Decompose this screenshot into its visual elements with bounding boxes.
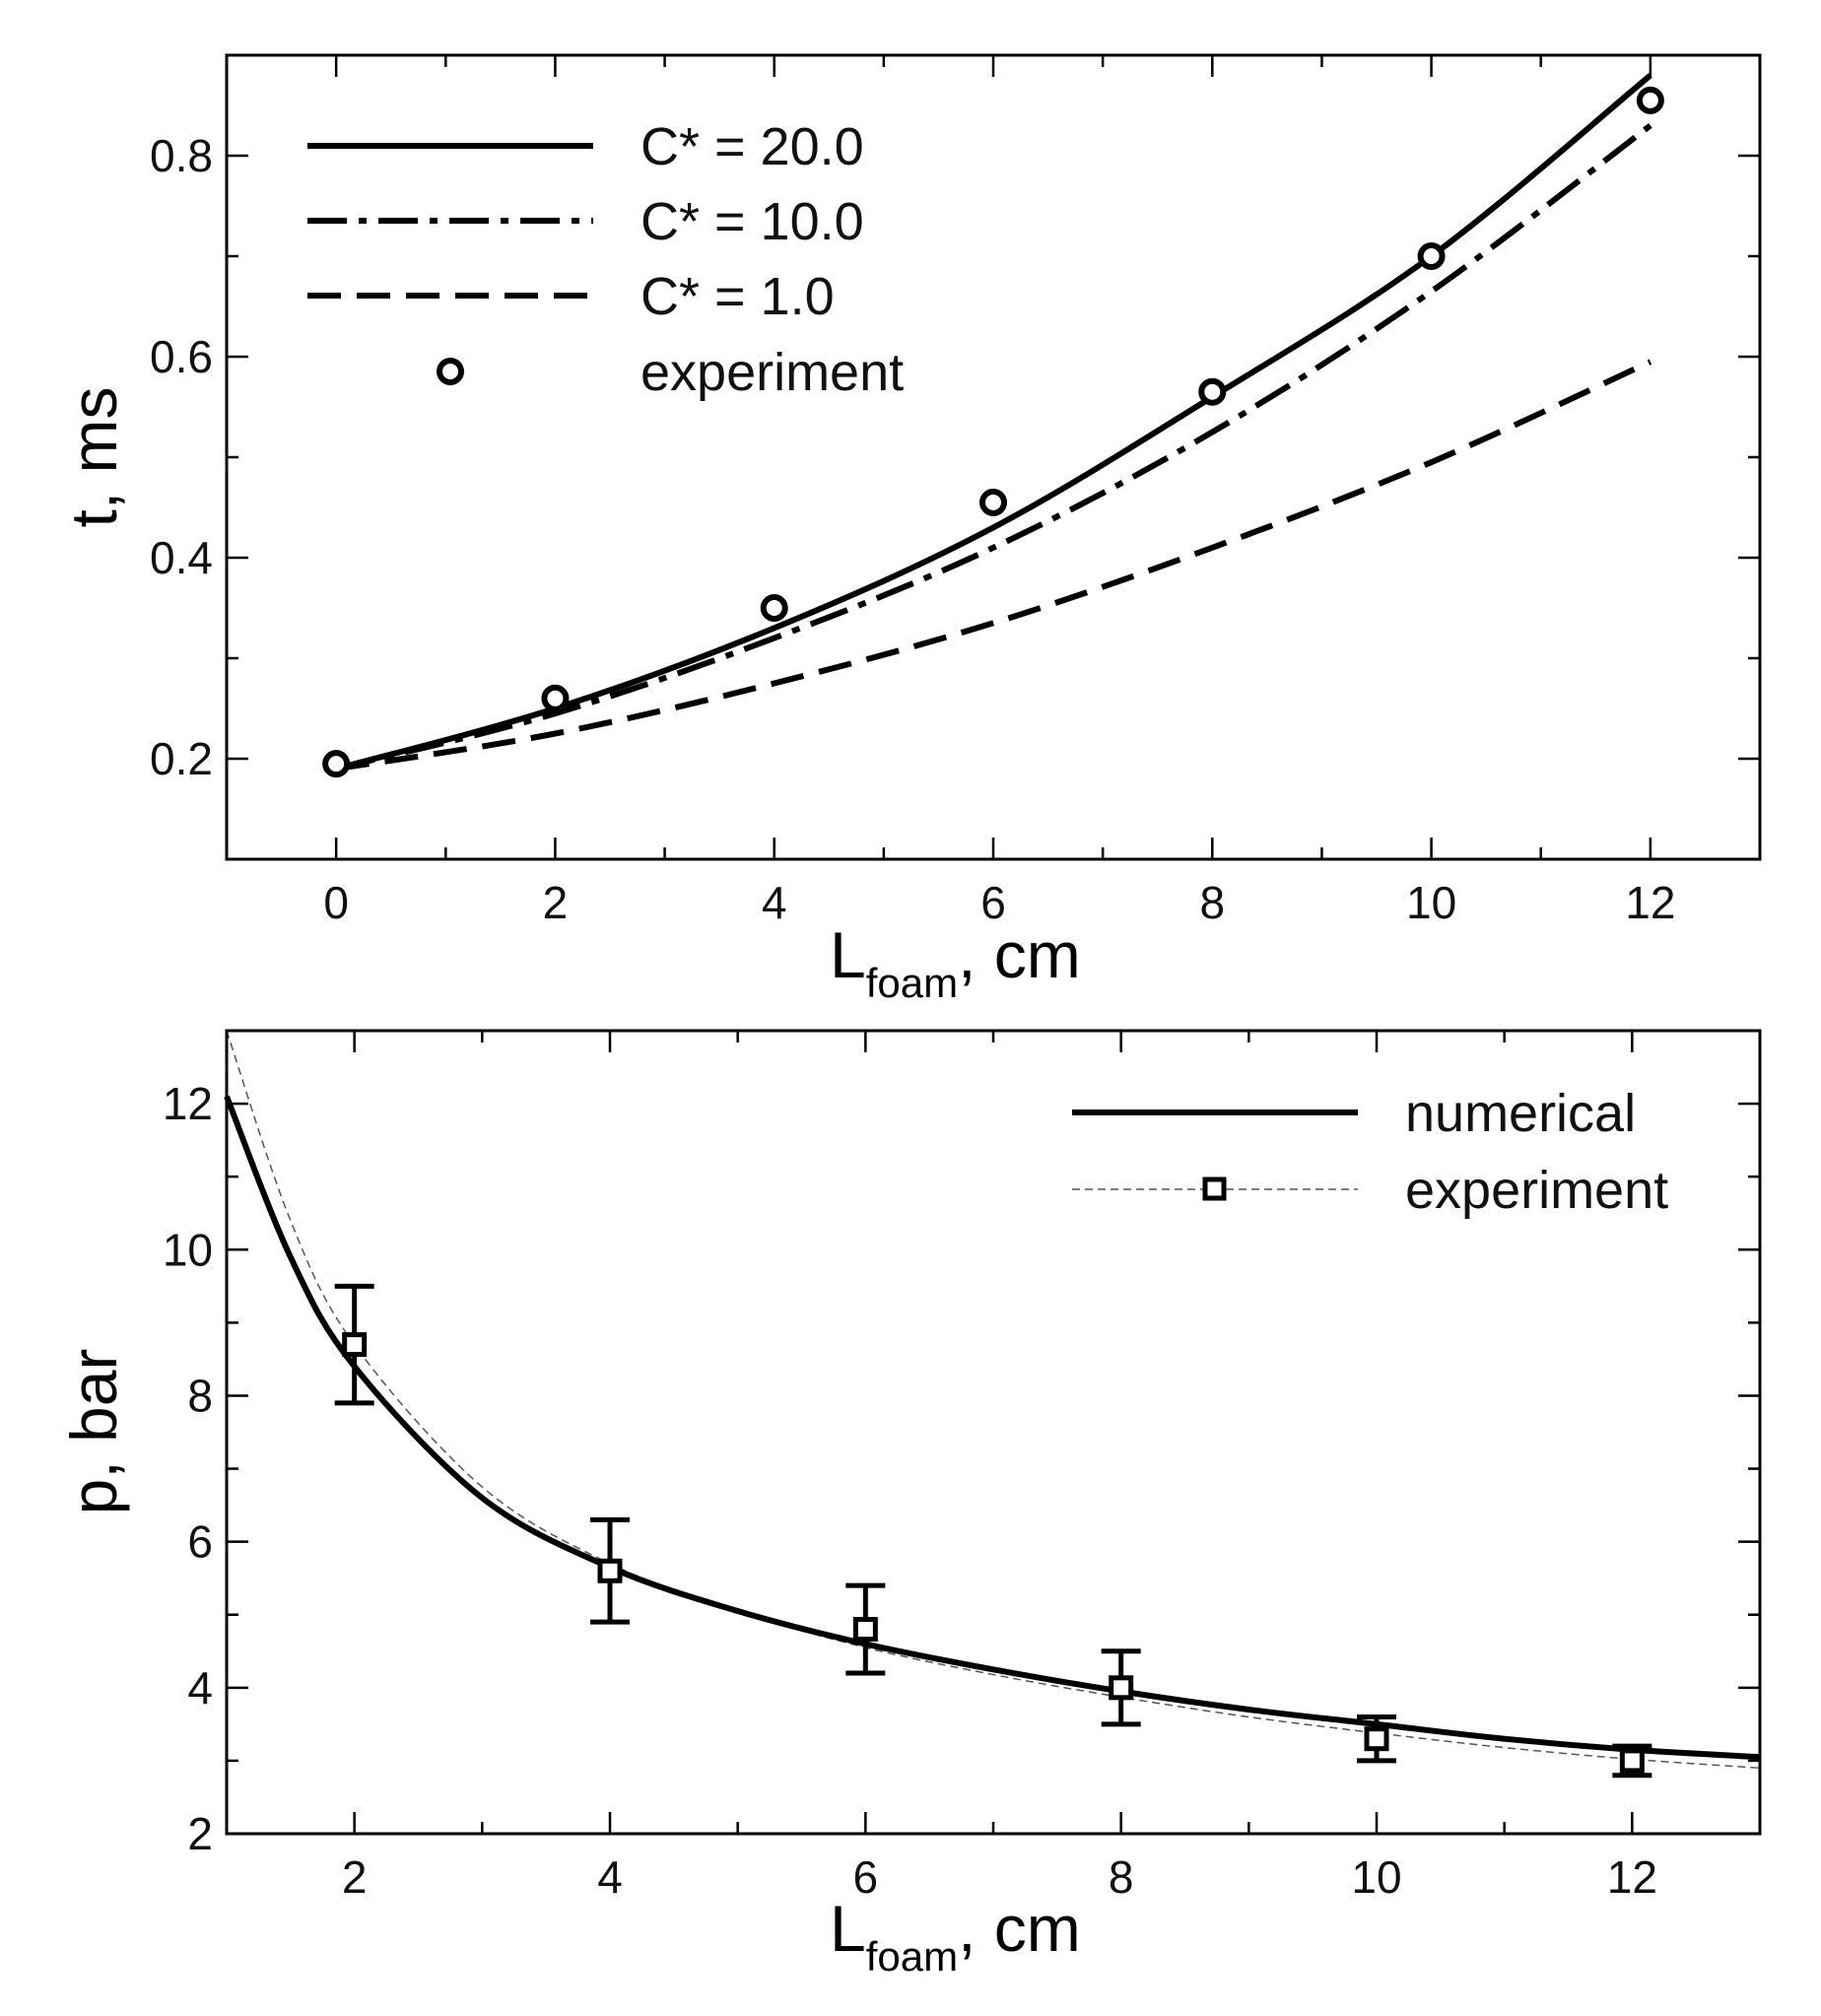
top-x-axis-title: Lfoam, cm <box>830 918 1081 1006</box>
bottom-x-axis-title-main: L <box>830 1892 866 1965</box>
bottom-tick-labels: 2 4 6 8 10 12 2 4 6 8 10 12 <box>163 1078 1657 1903</box>
bottom-y-axis-title: p, bar <box>57 1349 130 1515</box>
top-x-axis-title-subscript: foam <box>866 960 958 1006</box>
top-chart-panel: 0 2 4 6 8 10 12 0.2 0.4 0.6 0.8 t, ms Lfoam, cm C*… <box>57 53 1762 1006</box>
experiment-square-point <box>597 1558 623 1583</box>
bottom-chart-panel: 2 4 6 8 10 12 2 4 6 8 10 12 p, bar Lfoam, cm numeri… <box>57 1029 1762 1980</box>
top-x-axis-title-main: L <box>830 918 866 991</box>
top-tick-labels: 0 2 4 6 8 10 12 0.2 0.4 0.6 0.8 <box>150 130 1675 928</box>
bottom-x-tick-label: 6 <box>853 1851 879 1903</box>
bottom-y-tick-label: 8 <box>187 1370 213 1421</box>
bottom-x-axis-title-subscript: foam <box>866 1933 958 1980</box>
top-y-tick-label: 0.4 <box>150 532 213 583</box>
bottom-x-axis-title: Lfoam, cm <box>830 1892 1081 1980</box>
top-y-tick-label: 0.2 <box>150 733 213 784</box>
bottom-x-tick-label: 2 <box>342 1851 368 1903</box>
bottom-x-tick-label: 4 <box>597 1851 623 1903</box>
top-x-tick-label: 0 <box>323 877 349 928</box>
bottom-x-tick-label: 12 <box>1607 1851 1657 1903</box>
top-x-tick-label: 12 <box>1625 877 1675 928</box>
top-x-tick-label: 6 <box>980 877 1006 928</box>
top-x-axis-title-suffix: , cm <box>958 918 1081 991</box>
experiment-point <box>322 750 351 778</box>
series-c20-line <box>335 73 1652 773</box>
experiment-square-point <box>1364 1726 1389 1752</box>
series-c10-line <box>335 123 1652 773</box>
bottom-x-axis-title-suffix: , cm <box>958 1892 1081 1965</box>
legend-label-c10: C* = 10.0 <box>641 192 864 251</box>
top-x-tick-label: 8 <box>1199 877 1225 928</box>
bottom-x-tick-label: 10 <box>1351 1851 1401 1903</box>
bottom-y-tick-label: 2 <box>187 1808 213 1859</box>
legend-label-experiment-bottom: experiment <box>1405 1161 1668 1220</box>
bottom-y-tick-label: 4 <box>187 1662 213 1714</box>
experiment-point <box>541 684 570 712</box>
top-legend: C* = 20.0 C* = 10.0 C* = 1.0 experiment <box>307 117 904 402</box>
experiment-square-point <box>852 1617 878 1643</box>
bottom-ticks <box>225 1029 1762 1836</box>
bottom-plot-frame <box>225 1029 1762 1836</box>
legend-label-c1: C* = 1.0 <box>641 267 835 326</box>
top-x-tick-label: 4 <box>762 877 787 928</box>
series-c1-line <box>335 359 1652 773</box>
bottom-x-tick-label: 8 <box>1109 1851 1134 1903</box>
bottom-y-tick-label: 10 <box>163 1224 213 1275</box>
experiment-point <box>1417 242 1446 270</box>
experiment-square-point <box>342 1332 368 1358</box>
legend-marker-experiment-square <box>1202 1176 1227 1201</box>
experiment-point <box>979 488 1007 516</box>
top-y-tick-label: 0.6 <box>150 331 213 382</box>
legend-label-c20: C* = 20.0 <box>641 117 864 176</box>
top-y-axis-title: t, ms <box>57 387 130 528</box>
bottom-y-tick-label: 12 <box>163 1078 213 1129</box>
top-plot-frame <box>225 53 1762 861</box>
legend-label-experiment-top: experiment <box>641 343 904 402</box>
bottom-series-layer <box>224 1030 1761 1779</box>
top-x-tick-label: 10 <box>1406 877 1456 928</box>
bottom-legend: numerical experiment <box>1072 1084 1668 1220</box>
experiment-point <box>1198 377 1227 406</box>
top-series-layer <box>322 73 1664 778</box>
top-y-tick-label: 0.8 <box>150 130 213 181</box>
experiment-square-point <box>1109 1675 1134 1701</box>
experiment-point <box>760 594 788 622</box>
top-x-tick-label: 2 <box>543 877 569 928</box>
experiment-square-point <box>1619 1748 1645 1774</box>
experiment-point <box>1636 86 1664 114</box>
legend-marker-experiment-circle <box>437 358 464 385</box>
legend-label-numerical: numerical <box>1405 1084 1636 1143</box>
bottom-y-tick-label: 6 <box>187 1516 213 1568</box>
